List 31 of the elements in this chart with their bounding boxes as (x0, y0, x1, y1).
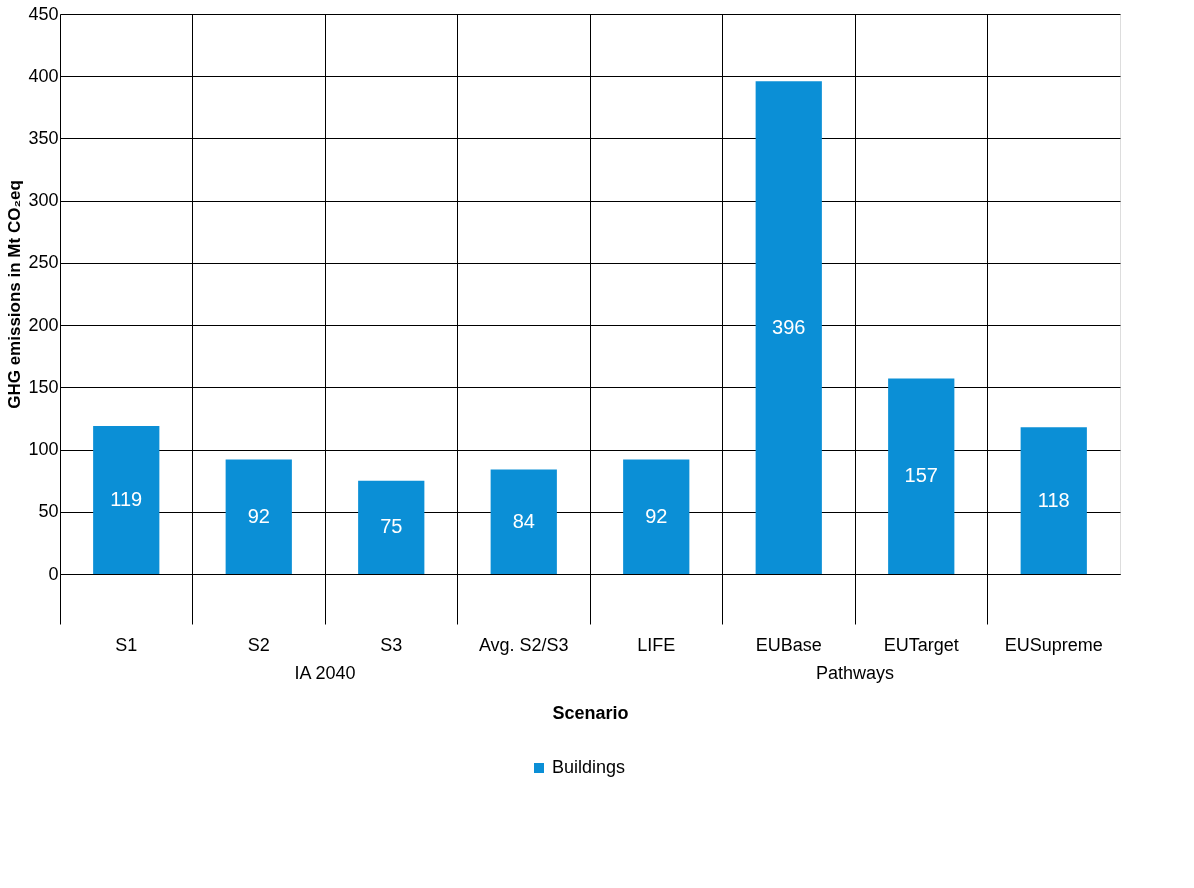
data-label: 157 (904, 464, 938, 487)
legend-label: Buildings (552, 757, 626, 777)
data-label: 396 (772, 315, 806, 338)
text: Pathways (815, 663, 895, 683)
x-tick-label: Avg. S2/S3 (478, 634, 569, 655)
y-tick-label: 150 (28, 376, 59, 397)
data-label: 119 (110, 487, 143, 510)
text: IA 2040 (294, 663, 356, 683)
x-tick-label: S1 (115, 634, 138, 655)
y-tick-label: 50 (38, 501, 59, 522)
data-label: 92 (645, 504, 668, 527)
y-tick-label: 100 (28, 439, 59, 460)
y-tick-label: 350 (28, 127, 59, 148)
x-tick-label: EUSupreme (1004, 634, 1103, 655)
y-axis-title: GHG emissions in Mt CO₂eq (5, 180, 25, 409)
y-tick-label: 250 (28, 252, 59, 273)
x-tick-label: S3 (380, 634, 403, 655)
x-tick-label: LIFE (637, 634, 676, 655)
x-tick-label: EUTarget (883, 634, 959, 655)
data-label: 118 (1037, 488, 1070, 511)
y-tick-label: 0 (48, 563, 59, 584)
data-label: 84 (512, 509, 535, 532)
y-tick-label: 300 (28, 190, 59, 211)
y-tick-label: 450 (28, 3, 59, 24)
y-tick-label: 400 (28, 65, 59, 86)
data-label: 75 (380, 515, 403, 538)
y-tick-label: 200 (28, 314, 59, 335)
x-tick-label: S2 (247, 634, 270, 655)
x-tick-label: EUBase (755, 634, 822, 655)
data-label: 92 (247, 504, 270, 527)
x-axis-title: Scenario (552, 702, 629, 723)
